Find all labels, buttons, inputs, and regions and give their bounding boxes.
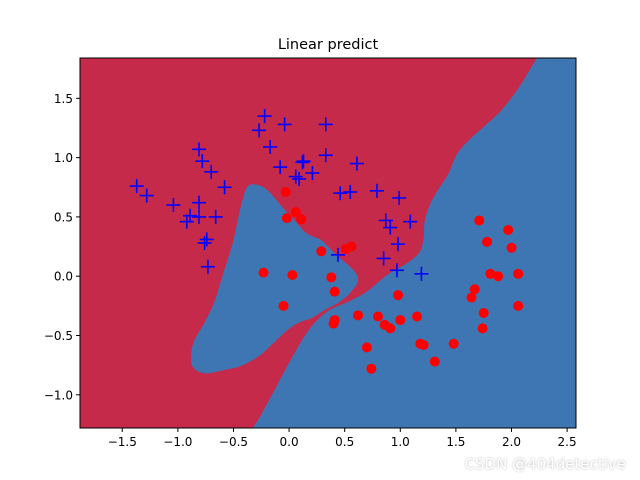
x-tick-label: −1.0	[163, 435, 192, 449]
y-tick-label: −1.0	[44, 388, 73, 402]
circle-marker	[258, 267, 269, 278]
plus-marker	[292, 171, 307, 186]
plus-marker	[414, 266, 429, 281]
circle-marker	[493, 271, 504, 282]
y-tick-label: 0.0	[54, 270, 73, 284]
plot-area	[80, 58, 576, 428]
y-axis: −1.0 −0.5 0.0 0.5 1.0 1.5	[44, 92, 80, 402]
x-tick-label: −0.5	[219, 435, 248, 449]
axes-frame	[79, 57, 577, 429]
plus-marker	[257, 109, 272, 124]
plus-marker	[331, 247, 346, 262]
plus-marker	[376, 251, 391, 266]
region-class-1-island	[191, 184, 359, 374]
circle-marker	[395, 315, 406, 326]
watermark: CSDN @404detective	[464, 455, 626, 473]
plus-marker	[179, 214, 194, 229]
circle-marker	[280, 187, 291, 198]
circle-marker	[329, 315, 340, 326]
circle-marker	[466, 292, 477, 303]
x-tick-label: 0.5	[335, 435, 354, 449]
plus-marker	[296, 154, 311, 169]
circle-marker	[448, 338, 459, 349]
circle-marker	[296, 214, 307, 225]
circle-marker	[485, 268, 496, 279]
circle-marker	[474, 215, 485, 226]
circle-marker	[513, 268, 524, 279]
circle-marker	[513, 300, 524, 311]
plus-marker	[318, 117, 333, 132]
region-class-1-lower-right	[252, 58, 576, 428]
x-axis: −1.5 −1.0 −0.5 0.0 0.5 1.0 1.5 2.0 2.5	[108, 428, 577, 449]
circle-marker	[361, 342, 372, 353]
plus-marker	[378, 213, 393, 228]
circle-marker	[418, 339, 429, 350]
plus-marker	[369, 183, 384, 198]
plus-marker	[343, 185, 358, 200]
circle-marker	[329, 286, 340, 297]
circle-marker	[278, 300, 289, 311]
x-tick-label: 1.5	[446, 435, 465, 449]
y-tick-label: −0.5	[44, 329, 73, 343]
plus-marker	[252, 123, 267, 138]
x-tick-label: 1.0	[391, 435, 410, 449]
circle-marker	[469, 284, 480, 295]
plus-marker	[129, 179, 144, 194]
circle-marker	[482, 236, 493, 247]
circle-marker	[385, 323, 396, 334]
x-tick-label: 0.0	[280, 435, 299, 449]
plus-marker	[204, 164, 219, 179]
y-tick-label: 0.5	[54, 210, 73, 224]
plus-marker	[200, 259, 215, 274]
plus-marker	[199, 232, 214, 247]
plus-marker	[403, 214, 418, 229]
plus-marker	[288, 169, 303, 184]
y-tick-label: 1.5	[54, 92, 73, 106]
chart-title: Linear predict	[278, 37, 379, 53]
plus-marker	[383, 220, 398, 235]
circle-marker	[366, 363, 377, 374]
circle-marker	[478, 307, 489, 318]
x-tick-label: 2.0	[502, 435, 521, 449]
circle-marker	[393, 290, 404, 301]
plus-marker	[392, 190, 407, 205]
circle-marker	[477, 323, 488, 334]
plus-marker	[349, 156, 364, 171]
plus-marker	[318, 148, 333, 163]
circle-marker	[287, 270, 298, 281]
circle-marker	[411, 311, 422, 322]
plus-marker	[197, 236, 212, 250]
plus-marker	[277, 117, 292, 132]
plus-marker	[217, 180, 232, 195]
circle-marker	[290, 207, 301, 218]
plus-marker	[208, 209, 223, 224]
plus-marker	[295, 155, 310, 170]
x-tick-label: 2.5	[558, 435, 577, 449]
plus-marker	[391, 237, 406, 252]
plus-marker	[183, 208, 198, 223]
plus-marker	[195, 154, 210, 169]
plus-marker	[191, 195, 206, 210]
circle-marker	[506, 242, 517, 253]
plus-marker	[389, 263, 404, 278]
plus-marker	[166, 198, 181, 213]
y-tick-label: 1.0	[54, 151, 73, 165]
plus-marker	[139, 188, 154, 203]
plus-marker	[273, 160, 288, 175]
x-tick-label: −1.5	[108, 435, 137, 449]
circle-marker	[353, 310, 364, 321]
circle-marker	[373, 311, 384, 322]
circle-marker	[429, 356, 440, 367]
plus-marker	[263, 139, 278, 154]
circle-marker	[316, 246, 327, 257]
plus-marker	[333, 186, 348, 201]
plus-marker	[191, 142, 206, 157]
circle-marker	[503, 224, 514, 235]
circle-marker	[346, 241, 357, 252]
plus-marker	[305, 166, 320, 181]
circle-marker	[326, 272, 337, 283]
plus-marker	[191, 209, 206, 224]
circle-marker	[281, 213, 292, 224]
